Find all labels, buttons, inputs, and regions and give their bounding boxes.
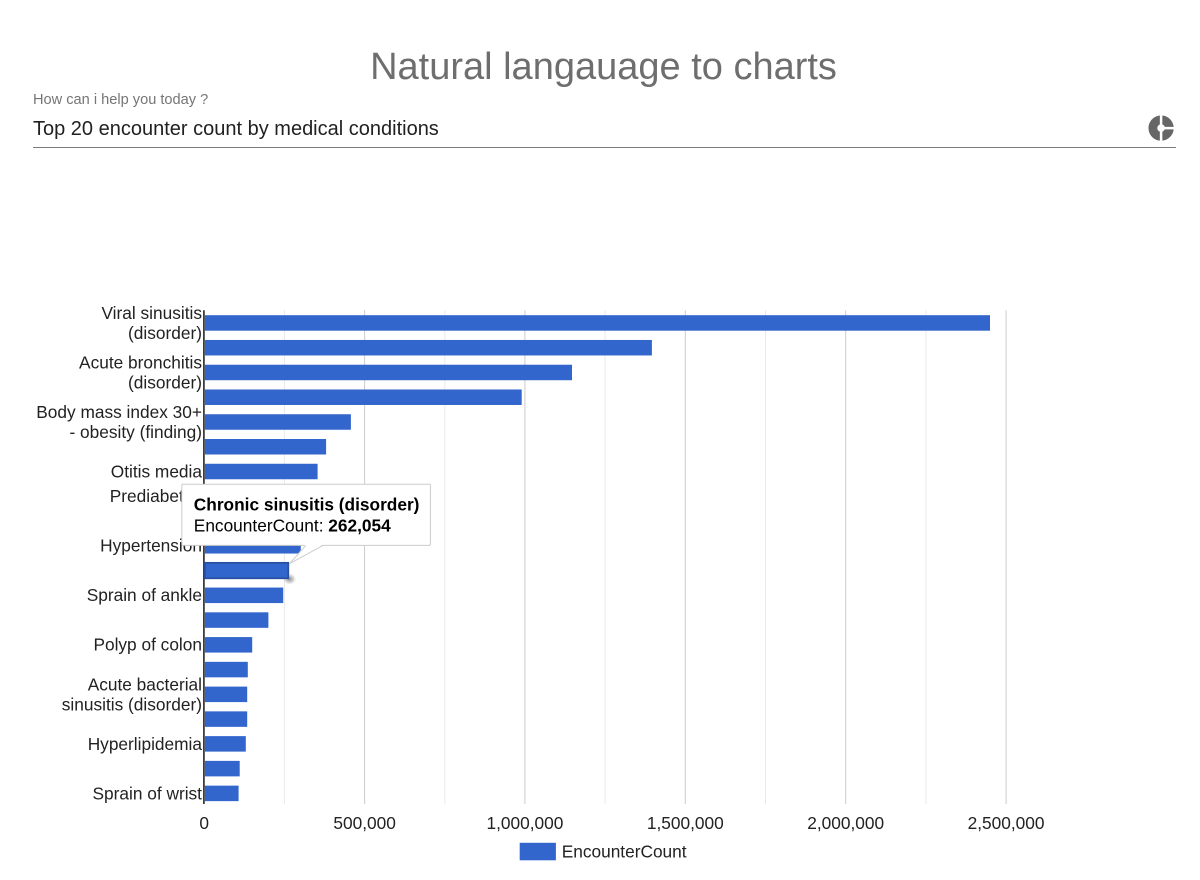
svg-text:Body mass index 30+: Body mass index 30+ bbox=[36, 402, 202, 422]
svg-text:Hyperlipidemia: Hyperlipidemia bbox=[88, 734, 203, 754]
svg-text:2,000,000: 2,000,000 bbox=[807, 813, 884, 833]
svg-text:Acute bacterial: Acute bacterial bbox=[88, 674, 202, 694]
svg-text:500,000: 500,000 bbox=[333, 813, 395, 833]
svg-text:Chronic sinusitis (disorder): Chronic sinusitis (disorder) bbox=[194, 494, 420, 514]
svg-text:Prediabetes: Prediabetes bbox=[110, 486, 203, 506]
svg-text:1,500,000: 1,500,000 bbox=[647, 813, 724, 833]
svg-text:Acute bronchitis: Acute bronchitis bbox=[79, 352, 202, 372]
svg-text:2,500,000: 2,500,000 bbox=[968, 813, 1045, 833]
svg-text:Hypertension: Hypertension bbox=[100, 536, 202, 556]
svg-text:sinusitis (disorder): sinusitis (disorder) bbox=[62, 694, 202, 714]
svg-text:1,000,000: 1,000,000 bbox=[486, 813, 563, 833]
svg-text:Sprain of wrist: Sprain of wrist bbox=[93, 783, 203, 803]
svg-text:Polyp of colon: Polyp of colon bbox=[93, 635, 202, 655]
svg-text:Viral sinusitis: Viral sinusitis bbox=[101, 303, 202, 323]
svg-text:(disorder): (disorder) bbox=[128, 323, 202, 343]
svg-text:EncounterCount: EncounterCount bbox=[562, 841, 687, 861]
svg-text:0: 0 bbox=[199, 813, 209, 833]
svg-text:(disorder): (disorder) bbox=[128, 372, 202, 392]
svg-text:EncounterCount: 262,054: EncounterCount: 262,054 bbox=[194, 516, 391, 536]
svg-text:Otitis media: Otitis media bbox=[111, 461, 203, 481]
svg-text:Sprain of ankle: Sprain of ankle bbox=[87, 585, 202, 605]
svg-text:- obesity (finding): - obesity (finding) bbox=[69, 422, 202, 442]
